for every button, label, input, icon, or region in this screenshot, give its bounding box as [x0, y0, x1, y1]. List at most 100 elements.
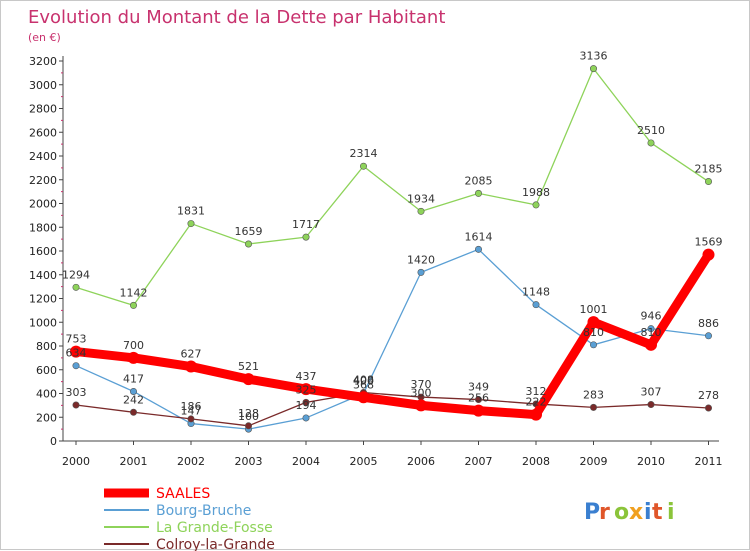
- data-point: [130, 387, 138, 395]
- series-line-3: [75, 391, 710, 427]
- data-label: 408: [353, 374, 374, 387]
- data-point: [185, 360, 197, 373]
- y-tick-label: 2600: [29, 126, 57, 139]
- x-tick-label: 2002: [177, 455, 205, 468]
- chart-title: Evolution du Montant de la Dette par Hab…: [28, 7, 445, 28]
- data-point: [587, 316, 600, 329]
- data-point: [130, 301, 138, 309]
- data-point: [415, 399, 427, 412]
- data-label: 417: [123, 372, 144, 385]
- logo-letter: x: [629, 500, 643, 525]
- data-label: 2085: [465, 174, 493, 187]
- data-label: 303: [66, 386, 87, 399]
- y-tick-label: 1800: [29, 221, 57, 234]
- axes: 0 200 400 600 800 1000 1200 1400 1600 1800 2000 220…: [29, 55, 723, 468]
- y-tick-label: 1400: [29, 269, 57, 282]
- y-tick-label: 1200: [29, 293, 57, 306]
- data-point: [472, 404, 485, 417]
- data-label: 312: [526, 385, 547, 398]
- data-label: 886: [698, 317, 719, 330]
- data-label: 325: [296, 383, 317, 396]
- logo-letter: t: [652, 500, 663, 525]
- data-label: 634: [66, 347, 87, 360]
- data-label: 100: [238, 410, 259, 423]
- x-tick-label: 2003: [235, 455, 263, 468]
- data-point: [474, 245, 482, 253]
- data-label: 946: [641, 310, 662, 323]
- data-point: [302, 398, 310, 406]
- data-point: [359, 162, 367, 170]
- data-label: 1831: [177, 205, 205, 218]
- data-label: 1988: [522, 186, 550, 199]
- data-point: [647, 139, 655, 147]
- legend-label: Colroy-la-Grande: [156, 537, 275, 551]
- x-tick-label: 2001: [120, 455, 148, 468]
- x-tick-label: 2007: [465, 455, 493, 468]
- data-point: [645, 338, 657, 351]
- data-point: [187, 415, 195, 423]
- data-point: [704, 332, 712, 340]
- logo-letter: P: [584, 500, 600, 525]
- y-tick-label: 2400: [29, 150, 57, 163]
- data-label: 521: [238, 360, 259, 373]
- data-point: [300, 383, 312, 396]
- y-tick-label: 0: [50, 435, 57, 448]
- data-label: 1659: [235, 225, 263, 238]
- x-tick-label: 2004: [292, 455, 320, 468]
- data-label: 349: [468, 381, 489, 394]
- data-point: [589, 65, 597, 73]
- data-point: [127, 351, 140, 364]
- data-label: 194: [296, 399, 317, 412]
- legend-label: La Grande-Fosse: [156, 520, 273, 536]
- x-tick-label: 2010: [637, 455, 665, 468]
- chart-subtitle: (en €): [28, 31, 61, 44]
- data-point: [702, 248, 715, 261]
- data-point: [530, 408, 542, 421]
- data-label: 1001: [580, 303, 608, 316]
- legend-label: SAALES: [156, 486, 210, 502]
- y-tick-label: 200: [36, 411, 57, 424]
- y-tick-label: 2800: [29, 103, 57, 116]
- data-point: [242, 373, 255, 386]
- data-point: [302, 414, 310, 422]
- data-point: [70, 345, 82, 358]
- data-point: [704, 178, 712, 186]
- data-point: [130, 408, 138, 416]
- x-tick-label: 2006: [407, 455, 435, 468]
- data-label: 810: [583, 326, 604, 339]
- data-point: [647, 401, 655, 409]
- data-label: 1717: [292, 218, 320, 231]
- y-tick-label: 3200: [29, 55, 57, 68]
- data-label: 370: [411, 378, 432, 391]
- data-label: 300: [411, 386, 432, 399]
- data-label: 753: [66, 333, 87, 346]
- data-point: [245, 422, 253, 430]
- x-tick-label: 2005: [350, 455, 378, 468]
- data-point: [417, 268, 425, 276]
- y-tick-label: 1600: [29, 245, 57, 258]
- data-point: [187, 220, 195, 228]
- data-point: [589, 403, 597, 411]
- data-point: [589, 341, 597, 349]
- logo-letter: r: [599, 500, 610, 525]
- data-label: 400: [353, 375, 374, 388]
- data-point: [417, 207, 425, 215]
- data-label: 222: [526, 396, 547, 409]
- proxiti-logo: Pr o x i t i: [584, 500, 675, 525]
- data-point: [72, 362, 80, 370]
- data-label: 147: [181, 405, 202, 418]
- data-point: [532, 201, 540, 209]
- series-layer: [70, 65, 715, 433]
- y-tick-label: 800: [36, 340, 57, 353]
- data-point: [72, 401, 80, 409]
- data-label: 283: [583, 388, 604, 401]
- data-point: [357, 391, 370, 404]
- data-point: [245, 240, 253, 248]
- data-label: 128: [238, 407, 259, 420]
- data-point: [302, 233, 310, 241]
- data-point: [532, 301, 540, 309]
- data-label: 1142: [120, 286, 148, 299]
- data-label: 627: [181, 348, 202, 361]
